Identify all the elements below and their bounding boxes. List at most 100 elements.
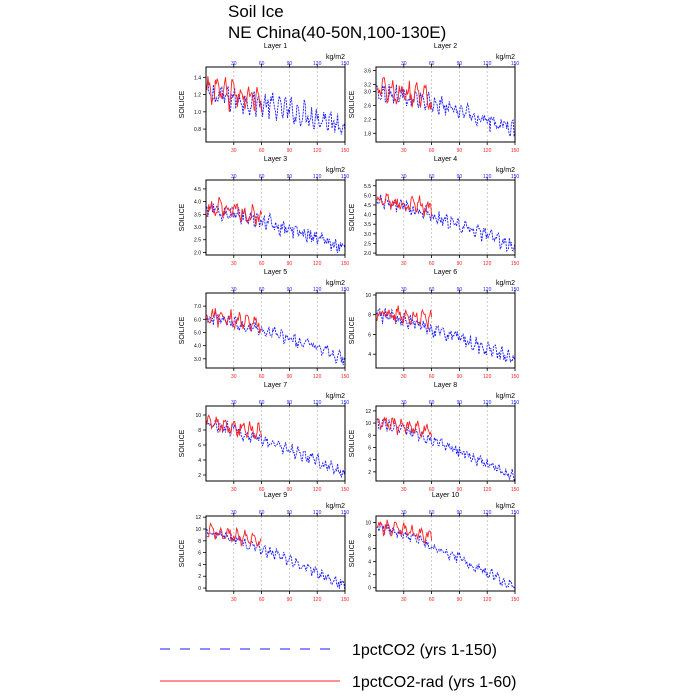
x-tick-label-top: 30 xyxy=(401,287,407,293)
x-tick-label-top: 60 xyxy=(429,61,435,67)
x-tick-label-top: 90 xyxy=(287,61,293,67)
x-tick-label-top: 30 xyxy=(401,400,407,406)
y-tick-label: 5.5 xyxy=(364,184,371,190)
x-tick-label-bottom: 150 xyxy=(511,597,520,603)
panel-title: Layer 10 xyxy=(432,492,459,499)
x-tick-label-bottom: 90 xyxy=(457,261,463,267)
x-tick-label-bottom: 60 xyxy=(259,374,265,380)
x-tick-label-bottom: 120 xyxy=(483,597,492,603)
x-tick-label-top: 120 xyxy=(313,174,322,180)
y-tick-label: 8 xyxy=(368,313,371,319)
panel-title: Layer 1 xyxy=(264,43,287,50)
series-1pctCO2-line xyxy=(206,203,346,254)
y-tick-label: 3.2 xyxy=(364,82,371,88)
series-1pctCO2-rad-line xyxy=(376,77,433,111)
x-tick-label-top: 120 xyxy=(483,61,492,67)
x-tick-label-top: 60 xyxy=(259,174,265,180)
y-axis-label: SOILICE xyxy=(349,90,356,118)
x-tick-label-bottom: 90 xyxy=(457,487,463,493)
x-tick-label-top: 30 xyxy=(401,174,407,180)
panel-10: Layer 10 kg/m2 SOILICE 0 2 4 6 8 10 30 30 60 60 90 90 1… xyxy=(349,492,519,603)
x-tick-label-top: 30 xyxy=(401,510,407,516)
y-tick-label: 2.5 xyxy=(194,238,201,244)
x-tick-label-bottom: 90 xyxy=(457,374,463,380)
plot-frame xyxy=(205,292,346,369)
x-tick-label-bottom: 120 xyxy=(483,374,492,380)
x-tick-label-bottom: 150 xyxy=(341,597,350,603)
series-1pctCO2-line xyxy=(376,417,516,483)
y-axis-label: SOILICE xyxy=(349,539,356,567)
x-tick-label-bottom: 30 xyxy=(401,148,407,154)
units-label: kg/m2 xyxy=(326,280,345,287)
y-tick-label: 2 xyxy=(198,574,201,580)
x-tick-label-bottom: 150 xyxy=(511,487,520,493)
x-tick-label-bottom: 150 xyxy=(341,487,350,493)
plot-frame xyxy=(375,515,516,592)
plot-frame xyxy=(375,292,516,369)
y-tick-label: 3.5 xyxy=(364,222,371,228)
y-tick-label: 3.0 xyxy=(194,225,201,231)
x-tick-label-bottom: 60 xyxy=(429,597,435,603)
x-tick-label-bottom: 150 xyxy=(511,374,520,380)
panel-title: Layer 8 xyxy=(434,382,457,389)
y-tick-label: 3.0 xyxy=(364,89,371,95)
series-1pctCO2-line xyxy=(206,529,346,591)
panel-4: Layer 4 kg/m2 SOILICE 2.0 2.5 3.0 3.5 4.0 4.5 5.0… xyxy=(349,156,519,267)
x-tick-label-top: 150 xyxy=(511,510,520,516)
series-1pctCO2-rad-line xyxy=(206,522,262,548)
x-tick-label-top: 150 xyxy=(341,287,350,293)
x-tick-label-top: 30 xyxy=(231,174,237,180)
y-tick-label: 6 xyxy=(368,332,371,338)
panel-8: Layer 8 kg/m2 SOILICE 2 4 6 8 10 12 30 30 60 60 90 90 1… xyxy=(349,382,519,493)
units-label: kg/m2 xyxy=(496,280,515,287)
panel-title: Layer 6 xyxy=(434,269,457,276)
x-tick-label-bottom: 60 xyxy=(429,487,435,493)
x-tick-label-bottom: 150 xyxy=(511,261,520,267)
series-1pctCO2-line xyxy=(206,419,346,478)
x-tick-label-bottom: 120 xyxy=(313,261,322,267)
y-axis-label: SOILICE xyxy=(179,429,186,457)
x-tick-label-top: 150 xyxy=(341,174,350,180)
plot-frame xyxy=(205,179,346,256)
y-axis-label: SOILICE xyxy=(179,90,186,118)
y-tick-label: 4.0 xyxy=(194,344,201,350)
panel-2: Layer 2 kg/m2 SOILICE 1.8 2.2 2.6 3.03.2 3.6 30 3… xyxy=(349,43,519,154)
y-tick-label: 10 xyxy=(195,527,201,533)
x-tick-label-bottom: 60 xyxy=(259,487,265,493)
x-tick-label-bottom: 120 xyxy=(483,148,492,154)
y-tick-label: 0 xyxy=(198,586,201,592)
series-1pctCO2-rad-line xyxy=(206,196,263,226)
y-tick-label: 10 xyxy=(365,421,371,427)
x-tick-label-top: 120 xyxy=(313,400,322,406)
y-tick-label: 4.5 xyxy=(364,203,371,209)
x-tick-label-bottom: 30 xyxy=(231,487,237,493)
y-tick-label: 5.0 xyxy=(194,330,201,336)
y-axis-label: SOILICE xyxy=(179,203,186,231)
y-tick-label: 1.0 xyxy=(194,110,201,116)
panel-3: Layer 3 kg/m2 SOILICE 2.0 2.5 3.0 3.5 4.0 4.5 30 3… xyxy=(179,156,349,267)
x-tick-label-top: 150 xyxy=(341,400,350,406)
x-tick-label-top: 90 xyxy=(457,287,463,293)
series-1pctCO2-line xyxy=(206,311,346,366)
y-tick-label: 5.0 xyxy=(364,193,371,199)
x-tick-label-top: 120 xyxy=(483,400,492,406)
x-tick-label-top: 120 xyxy=(313,510,322,516)
plot-frame xyxy=(375,405,516,482)
x-tick-label-bottom: 150 xyxy=(511,148,520,154)
y-tick-label: 8 xyxy=(368,433,371,439)
y-tick-label: 10 xyxy=(365,521,371,527)
y-tick-label: 6 xyxy=(368,547,371,553)
x-tick-label-bottom: 90 xyxy=(287,374,293,380)
plot-frame xyxy=(375,179,516,256)
x-tick-label-top: 30 xyxy=(401,61,407,67)
y-tick-label: 0 xyxy=(368,586,371,592)
panel-title: Layer 4 xyxy=(434,156,457,163)
figure-title: Soil Ice xyxy=(228,2,284,21)
y-tick-label: 6.0 xyxy=(194,317,201,323)
units-label: kg/m2 xyxy=(326,54,345,61)
panel-title: Layer 9 xyxy=(264,492,287,499)
y-tick-label: 3.0 xyxy=(364,232,371,238)
series-1pctCO2-line xyxy=(376,308,516,364)
x-tick-label-top: 90 xyxy=(287,400,293,406)
figure-subtitle: NE China(40-50N,100-130E) xyxy=(228,23,446,42)
